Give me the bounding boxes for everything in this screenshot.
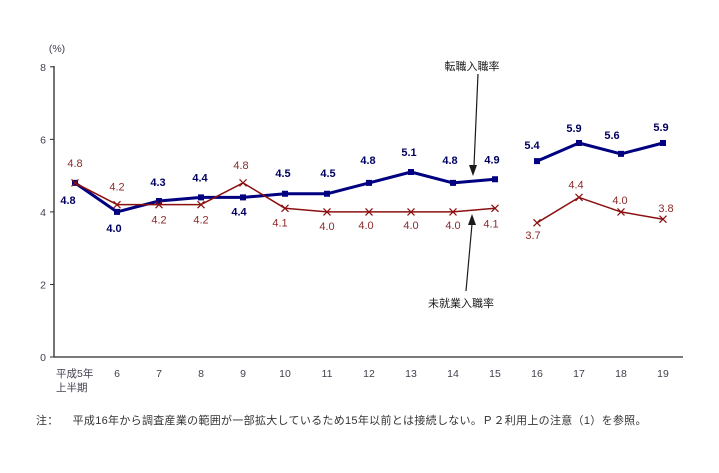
x-tick-label: 17 <box>573 368 585 380</box>
job-change-hire-rate-data-label: 5.6 <box>604 130 619 142</box>
new-entry-hire-rate-data-label: 3.8 <box>658 203 673 215</box>
x-tick-label: 7 <box>156 368 162 380</box>
job-change-hire-rate-marker <box>156 198 162 205</box>
job-change-hire-rate-marker <box>198 194 204 201</box>
new-entry-hire-rate-marker <box>197 200 205 209</box>
new-entry-hire-rate-marker <box>407 207 415 216</box>
job-change-hire-rate-marker <box>114 208 120 215</box>
x-tick-label: 13 <box>405 368 417 380</box>
job-change-hire-rate-marker <box>408 168 414 175</box>
new-entry-hire-rate-marker <box>491 204 499 213</box>
new-entry-hire-rate-marker <box>281 204 289 213</box>
new-entry-hire-rate-marker <box>617 207 625 216</box>
job-change-hire-rate-data-label: 4.0 <box>106 223 121 235</box>
job-change-hire-rate-data-label: 4.4 <box>231 206 247 218</box>
footnote-prefix: 注： <box>36 415 59 427</box>
job-change-hire-rate-data-label: 4.8 <box>60 195 75 207</box>
new-entry-hire-rate-data-label: 4.8 <box>67 158 82 170</box>
new-entry-hire-rate-data-label: 4.0 <box>358 220 373 232</box>
new-entry-hire-rate-marker <box>449 207 457 216</box>
x-tick-label: 18 <box>615 368 627 380</box>
x-tick-label: 16 <box>531 368 543 380</box>
annotation-label-new-entry-hire-rate: 未就業入職率 <box>428 296 494 310</box>
new-entry-hire-rate-marker <box>575 193 583 202</box>
new-entry-hire-rate-marker <box>533 218 541 227</box>
x-tick-label: 12 <box>363 368 375 380</box>
y-tick-label: 6 <box>40 134 46 146</box>
job-change-hire-rate-marker <box>324 190 330 197</box>
job-change-hire-rate-marker <box>618 150 624 157</box>
new-entry-hire-rate-data-label: 4.0 <box>403 220 418 232</box>
job-change-hire-rate-marker <box>576 139 582 146</box>
job-change-hire-rate-line-segment-2 <box>535 141 665 163</box>
x-tick-label: 15 <box>489 368 501 380</box>
x-tick-label: 6 <box>114 368 120 380</box>
job-change-hire-rate-data-label: 4.5 <box>275 168 290 180</box>
new-entry-hire-rate-data-label: 4.8 <box>233 160 248 172</box>
job-change-hire-rate-marker <box>660 139 666 146</box>
annotation-arrow-line <box>473 73 479 167</box>
new-entry-hire-rate-data-label: 4.0 <box>612 195 627 207</box>
job-change-hire-rate-data-label: 5.1 <box>401 147 416 159</box>
job-change-hire-rate-data-label: 5.4 <box>524 140 540 152</box>
new-entry-hire-rate-data-label: 4.4 <box>568 179 583 191</box>
new-entry-hire-rate-data-label: 3.7 <box>525 230 540 242</box>
job-change-hire-rate-marker <box>492 176 498 183</box>
x-tick-label: 19 <box>657 368 669 380</box>
new-entry-hire-rate-marker <box>365 207 373 216</box>
job-change-hire-rate-data-label: 4.8 <box>360 155 375 167</box>
annotation-arrow-head <box>469 165 477 176</box>
job-change-hire-rate-data-label: 5.9 <box>566 123 581 135</box>
new-entry-hire-rate-data-label: 4.0 <box>445 220 460 232</box>
new-entry-hire-rate-data-label: 4.2 <box>151 215 166 227</box>
new-entry-hire-rate-marker <box>239 178 247 187</box>
job-change-hire-rate-data-label: 5.9 <box>653 122 668 134</box>
new-entry-hire-rate-data-label: 4.2 <box>109 182 124 194</box>
new-entry-hire-rate-data-label: 4.0 <box>319 221 334 233</box>
x-tick-label: 11 <box>322 368 333 380</box>
job-change-hire-rate-marker <box>240 194 246 201</box>
y-tick-label: 8 <box>40 62 46 74</box>
annotation-arrow-head <box>468 214 476 225</box>
footnote: 注： 平成16年から調査産業の範囲が一部拡大しているため15年以前とは接続しない。… <box>36 412 647 428</box>
new-entry-hire-rate-marker <box>113 200 121 209</box>
y-axis-unit-label: (%) <box>49 43 65 55</box>
job-change-hire-rate-data-label: 4.9 <box>484 154 499 166</box>
job-change-hire-rate-data-label: 4.4 <box>192 172 208 184</box>
annotation-arrow-line <box>465 223 473 292</box>
x-tick-label: 9 <box>240 368 246 380</box>
new-entry-hire-rate-data-label: 4.1 <box>272 217 287 229</box>
job-change-hire-rate-marker <box>534 158 540 165</box>
footnote-text: 平成16年から調査産業の範囲が一部拡大しているため15年以前とは接続しない。Ｐ２… <box>72 415 647 427</box>
job-change-hire-rate-marker <box>282 190 288 197</box>
x-tick-label: 10 <box>279 368 291 380</box>
new-entry-hire-rate-marker <box>659 215 667 224</box>
new-entry-hire-rate-data-label: 4.1 <box>483 218 498 230</box>
x-tick-label: 上半期 <box>56 381 88 394</box>
x-tick-label: 14 <box>447 368 459 380</box>
job-change-hire-rate-data-label: 4.5 <box>320 168 335 180</box>
job-change-hire-rate-marker <box>366 179 372 186</box>
new-entry-hire-rate-marker <box>71 178 79 187</box>
job-change-hire-rate-data-label: 4.3 <box>150 177 165 189</box>
job-change-hire-rate-data-label: 4.8 <box>442 155 457 167</box>
x-tick-label: 8 <box>198 368 204 380</box>
new-entry-hire-rate-marker <box>323 207 331 216</box>
annotation-label-job-change-hire-rate: 転職入職率 <box>445 59 500 73</box>
new-entry-hire-rate-marker <box>155 200 163 209</box>
y-tick-label: 0 <box>40 352 46 364</box>
x-tick-label: 平成5年 <box>56 367 93 380</box>
y-tick-label: 2 <box>40 279 46 291</box>
new-entry-hire-rate-line-segment-2 <box>536 196 664 224</box>
y-tick-label: 4 <box>40 207 46 219</box>
new-entry-hire-rate-data-label: 4.2 <box>193 215 208 227</box>
job-change-hire-rate-marker <box>450 179 456 186</box>
